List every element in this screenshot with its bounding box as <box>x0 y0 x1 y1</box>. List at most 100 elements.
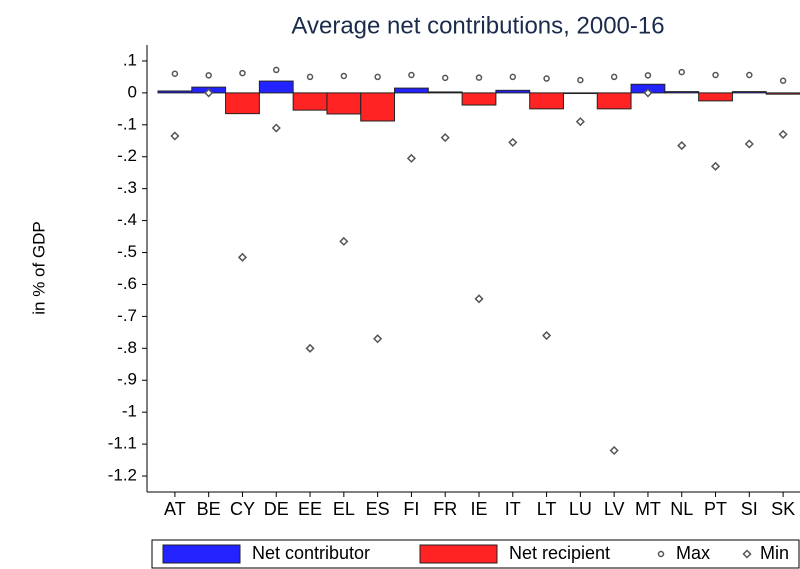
min-marker <box>744 139 754 149</box>
legend-label: Max <box>676 543 710 563</box>
x-tick-label: ES <box>366 499 390 519</box>
x-tick-label: DE <box>264 499 289 519</box>
y-tick-label: -.8 <box>117 338 137 357</box>
min-marker <box>373 334 383 344</box>
max-marker <box>441 74 449 82</box>
legend-label: Net recipient <box>509 543 610 563</box>
bar <box>326 92 362 115</box>
legend-marker <box>657 550 665 558</box>
legend-marker <box>742 549 752 559</box>
max-marker <box>644 72 652 79</box>
x-tick-label: PT <box>704 499 727 519</box>
bar <box>427 91 463 94</box>
max-marker <box>374 73 381 81</box>
x-tick-label: LV <box>604 499 625 519</box>
bar <box>258 80 294 94</box>
min-marker <box>204 88 214 98</box>
min-marker <box>339 236 349 246</box>
bar <box>765 92 800 95</box>
y-axis-label: in % of GDP <box>29 221 48 315</box>
y-tick-label: .1 <box>123 50 137 69</box>
min-marker <box>643 88 653 98</box>
legend-swatch <box>162 544 241 564</box>
y-tick-label: -.5 <box>117 242 137 261</box>
x-tick-label: BE <box>197 499 221 519</box>
x-tick-label: AT <box>164 499 186 519</box>
y-tick-label: -1.1 <box>108 434 137 453</box>
x-tick-label: EL <box>333 499 355 519</box>
x-tick-label: LU <box>569 499 592 519</box>
min-marker <box>677 141 687 151</box>
bar <box>698 92 733 102</box>
min-marker <box>508 137 518 147</box>
y-tick-label: -1.2 <box>108 466 137 485</box>
max-marker <box>475 74 483 81</box>
y-tick-label: -.9 <box>117 370 137 389</box>
legend-swatch <box>419 544 498 564</box>
x-tick-label: SK <box>771 499 795 519</box>
bar <box>664 91 700 94</box>
min-marker <box>542 330 552 341</box>
max-marker <box>340 72 348 80</box>
y-tick-label: -1 <box>122 402 137 421</box>
bar <box>562 92 598 95</box>
bar <box>292 92 328 111</box>
max-marker <box>746 71 753 79</box>
min-marker <box>406 153 416 163</box>
legend-label: Net contributor <box>252 543 370 563</box>
legend-box <box>151 539 800 569</box>
min-marker <box>575 117 585 127</box>
bar <box>461 92 497 106</box>
y-tick-label: 0 <box>128 82 137 101</box>
max-marker <box>239 69 246 77</box>
min-marker <box>305 343 315 353</box>
bar <box>596 92 632 110</box>
x-tick-label: FR <box>433 499 457 519</box>
max-marker <box>171 70 179 77</box>
max-marker <box>712 71 719 79</box>
max-marker <box>273 66 280 74</box>
min-marker <box>271 123 281 133</box>
x-tick-label: CY <box>230 499 255 519</box>
max-marker <box>408 71 415 79</box>
max-marker <box>678 68 685 76</box>
min-marker <box>609 445 619 456</box>
y-tick-label: -.7 <box>117 306 137 325</box>
min-marker <box>170 131 180 141</box>
max-marker <box>509 73 517 81</box>
x-tick-label: LT <box>537 499 557 519</box>
min-marker <box>237 252 248 262</box>
x-tick-label: SI <box>741 499 758 519</box>
bar <box>731 91 767 94</box>
bar <box>394 87 429 94</box>
max-marker <box>543 75 550 82</box>
bar <box>225 92 260 115</box>
x-tick-label: NL <box>670 499 693 519</box>
bar <box>157 90 193 94</box>
max-marker <box>306 73 314 81</box>
max-marker <box>610 73 618 81</box>
legend-label: Min <box>760 543 789 563</box>
min-marker <box>474 294 484 304</box>
x-tick-label: IT <box>505 499 521 519</box>
max-marker <box>779 77 787 85</box>
min-marker <box>778 129 788 139</box>
y-tick-label: -.6 <box>117 274 137 293</box>
min-marker <box>710 161 721 171</box>
y-tick-label: -.3 <box>117 178 137 197</box>
chart-title: Average net contributions, 2000-16 <box>291 12 664 39</box>
x-tick-label: FI <box>403 499 419 519</box>
y-tick-label: -.1 <box>117 114 137 133</box>
bar <box>495 89 531 94</box>
x-tick-label: IE <box>470 499 487 519</box>
bar <box>360 92 396 122</box>
y-tick-label: -.4 <box>117 210 137 229</box>
y-tick-label: -.2 <box>117 146 137 165</box>
x-tick-label: MT <box>635 499 661 519</box>
min-marker <box>440 133 450 143</box>
bar <box>529 92 564 110</box>
max-marker <box>577 76 584 84</box>
max-marker <box>205 72 212 79</box>
